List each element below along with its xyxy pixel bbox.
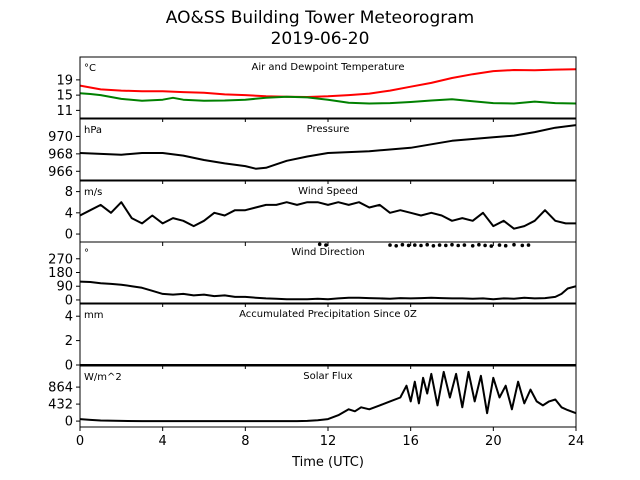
y-tick-label: 432	[48, 398, 73, 413]
scatter-point	[456, 243, 461, 248]
x-tick-label: 20	[485, 434, 502, 449]
y-tick-label: 968	[48, 147, 73, 162]
y-tick-label: 270	[48, 252, 73, 267]
panel-unit-label: mm	[84, 310, 103, 321]
panel-title: Air and Dewpoint Temperature	[252, 62, 405, 73]
chart-title-line1: AO&SS Building Tower Meteorogram	[165, 8, 475, 28]
scatter-point	[497, 243, 502, 247]
panel-unit-label: °C	[84, 63, 96, 74]
y-tick-label: 8	[65, 185, 73, 200]
scatter-point	[431, 244, 436, 248]
y-tick-label: 966	[48, 165, 73, 180]
scatter-point	[394, 244, 399, 248]
scatter-point	[388, 243, 392, 247]
y-tick-label: 4	[65, 206, 73, 221]
y-tick-label: 180	[48, 266, 73, 281]
scatter-point	[413, 243, 417, 247]
panel-title: Pressure	[307, 124, 350, 135]
scatter-point	[503, 243, 508, 248]
series-line-pressure-0	[80, 124, 576, 170]
scatter-point	[450, 242, 454, 247]
panel-solar_flux: 0 432 864 W/m^2 Solar Flux	[48, 365, 577, 431]
y-tick-label: 2	[65, 334, 73, 349]
y-tick-label: 0	[65, 228, 73, 243]
scatter-point	[512, 242, 516, 247]
x-tick-label: 0	[76, 434, 84, 449]
panel-title: Solar Flux	[303, 371, 353, 382]
panel-title: Wind Speed	[298, 186, 358, 197]
y-tick-label: 90	[56, 280, 73, 295]
x-tick-label: 8	[241, 434, 249, 449]
scatter-point	[462, 243, 467, 247]
scatter-point	[425, 242, 430, 247]
x-tick-label: 16	[402, 434, 419, 449]
y-tick-label: 0	[65, 293, 73, 308]
scatter-point	[483, 243, 487, 248]
y-tick-label: 0	[65, 415, 73, 430]
panel-unit-label: °	[84, 248, 89, 259]
x-axis-label: Time (UTC)	[291, 455, 364, 470]
y-tick-label: 970	[48, 130, 73, 145]
chart-title-line2: 2019-06-20	[270, 29, 370, 49]
panel-title: Accumulated Precipitation Since 0Z	[239, 309, 417, 320]
panel-title: Wind Direction	[291, 247, 365, 258]
series-line-solar_flux-0	[80, 370, 576, 423]
chart-title: AO&SS Building Tower Meteorogram 2019-06…	[0, 8, 640, 50]
series-line-wind_direction-0	[80, 280, 576, 301]
scatter-point	[470, 244, 475, 248]
panel-wind_speed: 0 4 8 m/s Wind Speed	[65, 180, 577, 246]
series-line-temperature-0	[80, 68, 576, 98]
y-tick-label: 15	[56, 89, 73, 104]
panel-pressure: 966 968 970 hPa Pressure	[48, 118, 577, 184]
scatter-point	[400, 242, 405, 247]
scatter-point	[489, 244, 494, 248]
scatter-point	[317, 242, 322, 247]
scatter-point	[444, 243, 448, 248]
y-tick-label: 4	[65, 310, 73, 325]
panel-precipitation: 0 2 4 mm Accumulated Precipitation Since 0Z	[65, 303, 577, 374]
y-tick-label: 0	[65, 359, 73, 374]
scatter-point	[419, 243, 423, 248]
x-axis: 0 4 8 12 16 20 24	[76, 434, 584, 449]
scatter-point	[526, 243, 531, 247]
y-tick-label: 864	[48, 381, 73, 396]
scatter-point	[477, 242, 481, 247]
y-tick-label: 11	[56, 104, 73, 119]
scatter-point	[437, 243, 442, 247]
scatter-point	[520, 243, 525, 248]
panel-unit-label: W/m^2	[84, 372, 122, 383]
x-tick-label: 4	[159, 434, 167, 449]
x-tick-label: 24	[568, 434, 585, 449]
panel-unit-label: m/s	[84, 187, 102, 198]
panel-unit-label: hPa	[84, 125, 102, 136]
series-line-wind_speed-0	[80, 201, 576, 230]
x-tick-label: 12	[320, 434, 337, 449]
scatter-point	[324, 243, 328, 247]
scatter-point	[406, 243, 411, 248]
y-tick-label: 19	[56, 73, 73, 88]
series-line-temperature-1	[80, 92, 576, 105]
